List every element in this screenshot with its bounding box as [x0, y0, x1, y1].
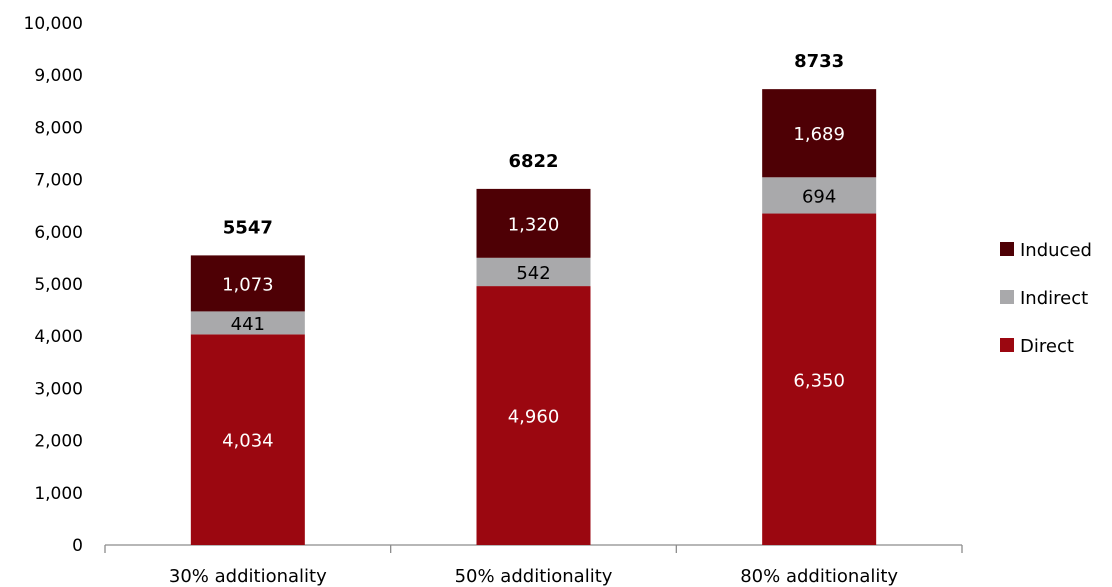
- chart-legend: Induced Indirect Direct: [1000, 240, 1092, 357]
- total-label: 6822: [508, 151, 558, 172]
- data-label-direct: 4,960: [508, 407, 560, 428]
- total-label: 5547: [223, 217, 273, 238]
- data-label-direct: 6,350: [793, 370, 845, 391]
- bar-segment-induced: [762, 89, 877, 178]
- y-tick-label: 7,000: [34, 171, 83, 191]
- y-tick-label: 0: [72, 536, 83, 556]
- legend-swatch-direct: [1000, 338, 1014, 352]
- data-label-induced: 1,689: [793, 124, 845, 145]
- data-label-induced: 1,320: [508, 214, 560, 235]
- y-tick-label: 10,000: [24, 14, 83, 34]
- bar-segment-induced: [476, 188, 591, 258]
- y-tick-label: 3,000: [34, 379, 83, 399]
- legend-label-direct: Direct: [1020, 336, 1074, 357]
- chart-bars: [190, 89, 877, 545]
- data-label-direct: 4,034: [222, 431, 274, 452]
- data-label-induced: 1,073: [222, 274, 274, 295]
- bar-segment-direct: [762, 213, 877, 545]
- legend-swatch-indirect: [1000, 290, 1014, 304]
- bar-segment-indirect: [190, 311, 305, 335]
- bar-segment-induced: [190, 255, 305, 312]
- y-tick-label: 1,000: [34, 484, 83, 504]
- legend-swatch-induced: [1000, 242, 1014, 256]
- bar-segment-indirect: [762, 177, 877, 214]
- x-category-label: 80% additionality: [740, 566, 898, 587]
- total-label: 8733: [794, 51, 844, 72]
- y-tick-label: 6,000: [34, 223, 83, 243]
- data-label-indirect: 441: [231, 314, 265, 335]
- y-tick-label: 5,000: [34, 275, 83, 295]
- y-tick-label: 2,000: [34, 432, 83, 452]
- y-tick-label: 4,000: [34, 327, 83, 347]
- legend-label-induced: Induced: [1020, 240, 1092, 261]
- x-category-label: 30% additionality: [169, 566, 327, 587]
- data-label-indirect: 694: [802, 186, 836, 207]
- y-tick-label: 9,000: [34, 66, 83, 86]
- bar-segment-direct: [476, 286, 591, 545]
- legend-label-indirect: Indirect: [1020, 288, 1088, 309]
- bar-segment-indirect: [476, 257, 591, 287]
- chart-labels: 4,034 441 1,073 5547 4,960 542 1,320 6822 6,350 6…: [222, 51, 845, 452]
- y-tick-label: 8,000: [34, 118, 83, 138]
- bar-segment-direct: [190, 334, 305, 545]
- data-label-indirect: 542: [516, 263, 550, 284]
- x-category-label: 50% additionality: [455, 566, 613, 587]
